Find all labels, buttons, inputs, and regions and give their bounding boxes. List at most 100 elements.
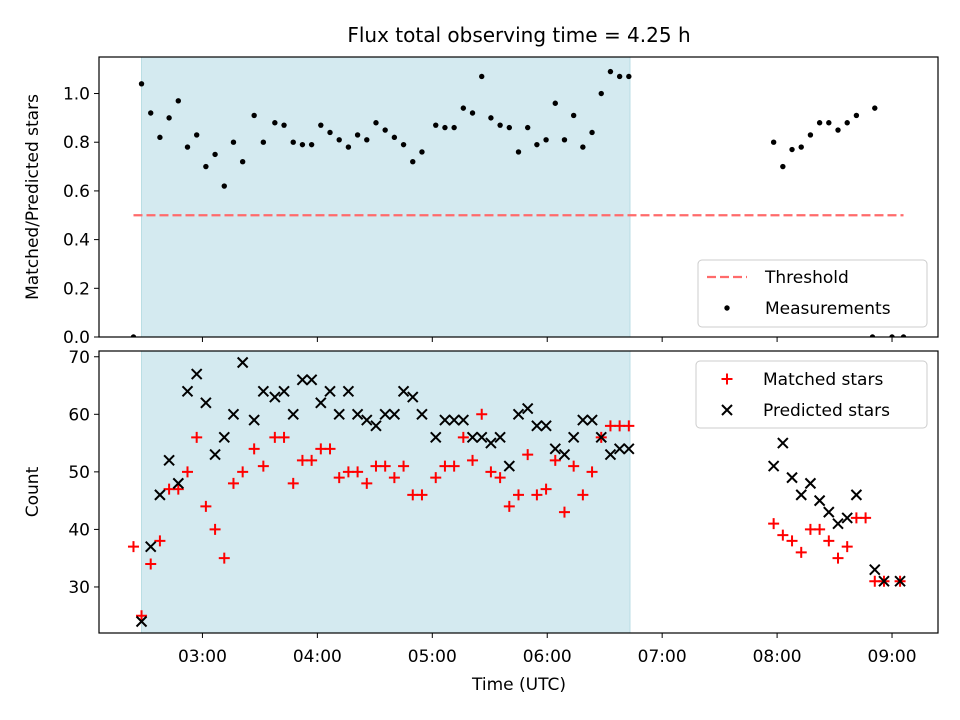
matched-stars-point-23 [342,466,354,478]
predicted-stars-point-3 [163,454,175,467]
matched-stars-point-7 [191,431,203,443]
y-tick-label: 0.6 [63,182,90,202]
matched-stars-point-57 [795,546,807,558]
measurements-point-60 [826,120,832,126]
y-tick-label: 0.8 [63,133,90,153]
legend: Matched stars Predicted stars [695,360,928,429]
matched-stars-point-31 [416,489,428,501]
predicted-stars-point-29 [407,391,419,403]
measurements-point-35 [460,105,467,111]
matched-stars-point-2 [145,558,157,570]
measurements-point-39 [497,122,503,128]
bottom-panel: 30 40 50 60 70 03:00 04:00 05:00 06:00 07:00 08:00… [23,348,939,667]
measurements-point-48 [580,144,586,150]
legend-box [697,259,928,328]
measurements-point-62 [844,120,850,126]
matched-stars-point-16 [278,431,290,443]
predicted-stars-point-5 [181,385,194,397]
matched-stars-point-14 [257,460,269,472]
predicted-stars-point-9 [218,431,230,444]
legend-predicted-label: Predicted stars [763,401,890,421]
measurements-point-41 [515,149,522,155]
matched-stars-point-11 [227,477,239,489]
measurements-point-10 [221,183,227,189]
data-layer [127,356,906,628]
matched-stars-point-30 [407,489,419,501]
predicted-stars-point-42 [531,420,543,432]
matched-stars-point-58 [804,523,816,535]
matched-stars-point-63 [850,512,862,524]
matched-stars-point-19 [306,454,318,466]
legend-predicted-swatch [721,404,733,416]
matched-stars-point-25 [361,477,373,489]
x-tick-label: 04:00 [293,647,342,667]
predicted-stars-point-61 [841,512,853,524]
predicted-stars-point-57 [804,477,817,490]
predicted-stars-point-53 [767,460,780,472]
measurements-point-55 [780,163,786,170]
y-tick-label: 0.0 [63,328,90,348]
measurements-point-57 [798,144,804,150]
predicted-stars-point-47 [577,414,589,426]
measurements-point-32 [433,122,439,128]
predicted-stars-point-40 [512,408,525,421]
predicted-stars-point-55 [786,471,798,484]
predicted-stars-point-15 [278,385,290,397]
matched-stars-point-43 [531,489,543,501]
measurements-point-47 [570,112,577,119]
measurements-point-14 [260,139,267,145]
measurements-point-3 [157,134,163,141]
measurements-point-5 [175,98,182,104]
predicted-stars-point-43 [540,420,552,432]
measurements-point-58 [807,132,814,138]
predicted-stars-point-13 [257,385,270,397]
measurements-point-31 [419,149,425,155]
matched-stars-point-32 [430,472,442,484]
legend-measurements-swatch [724,305,730,311]
predicted-stars-point-49 [595,431,607,444]
matched-stars-point-21 [324,443,336,455]
measurements-point-49 [589,129,595,136]
measurements-point-67 [900,334,907,337]
measurements-point-24 [354,132,361,138]
measurements-point-34 [451,124,457,131]
x-tick-label: 07:00 [638,647,687,667]
matched-stars-point-42 [522,449,534,461]
matched-stars-point-10 [218,552,230,564]
predicted-stars-point-65 [894,575,906,587]
predicted-stars-point-60 [832,517,844,530]
y-axis-label: Count [23,466,43,517]
matched-stars-point-3 [154,535,166,547]
matched-stars-point-65 [869,575,881,587]
measurements-point-43 [534,141,540,148]
matched-stars-point-46 [558,506,570,518]
predicted-stars-point-58 [813,494,826,507]
matched-stars-point-52 [614,420,626,432]
predicted-stars-point-14 [269,391,281,403]
x-tick-label: 09:00 [868,647,917,667]
matched-stars-point-34 [448,460,460,472]
matched-stars-point-12 [237,466,249,478]
top-panel: 0.0 0.2 0.4 0.6 0.8 1.0 Matched/Predicted star… [23,56,939,348]
measurements-point-13 [251,112,257,119]
matched-stars-point-48 [577,489,589,501]
matched-stars-point-28 [388,472,400,484]
predicted-stars-point-24 [361,414,373,426]
matched-stars-point-60 [823,535,835,547]
y-tick-label: 0.4 [63,231,90,251]
matched-stars-point-55 [777,529,789,541]
measurements-point-15 [272,120,278,126]
predicted-stars-point-18 [305,374,318,386]
measurements-point-65 [869,334,876,337]
measurements-point-7 [193,132,200,138]
measurements-point-33 [442,124,448,131]
measurements-point-27 [382,127,388,133]
measurements-point-50 [598,90,604,97]
axes-frame [98,56,939,338]
matched-stars-point-51 [604,420,616,432]
matched-stars-point-13 [248,443,260,455]
matched-stars-point-38 [485,466,497,478]
predicted-stars-point-20 [324,385,336,397]
predicted-stars-point-26 [379,408,391,421]
